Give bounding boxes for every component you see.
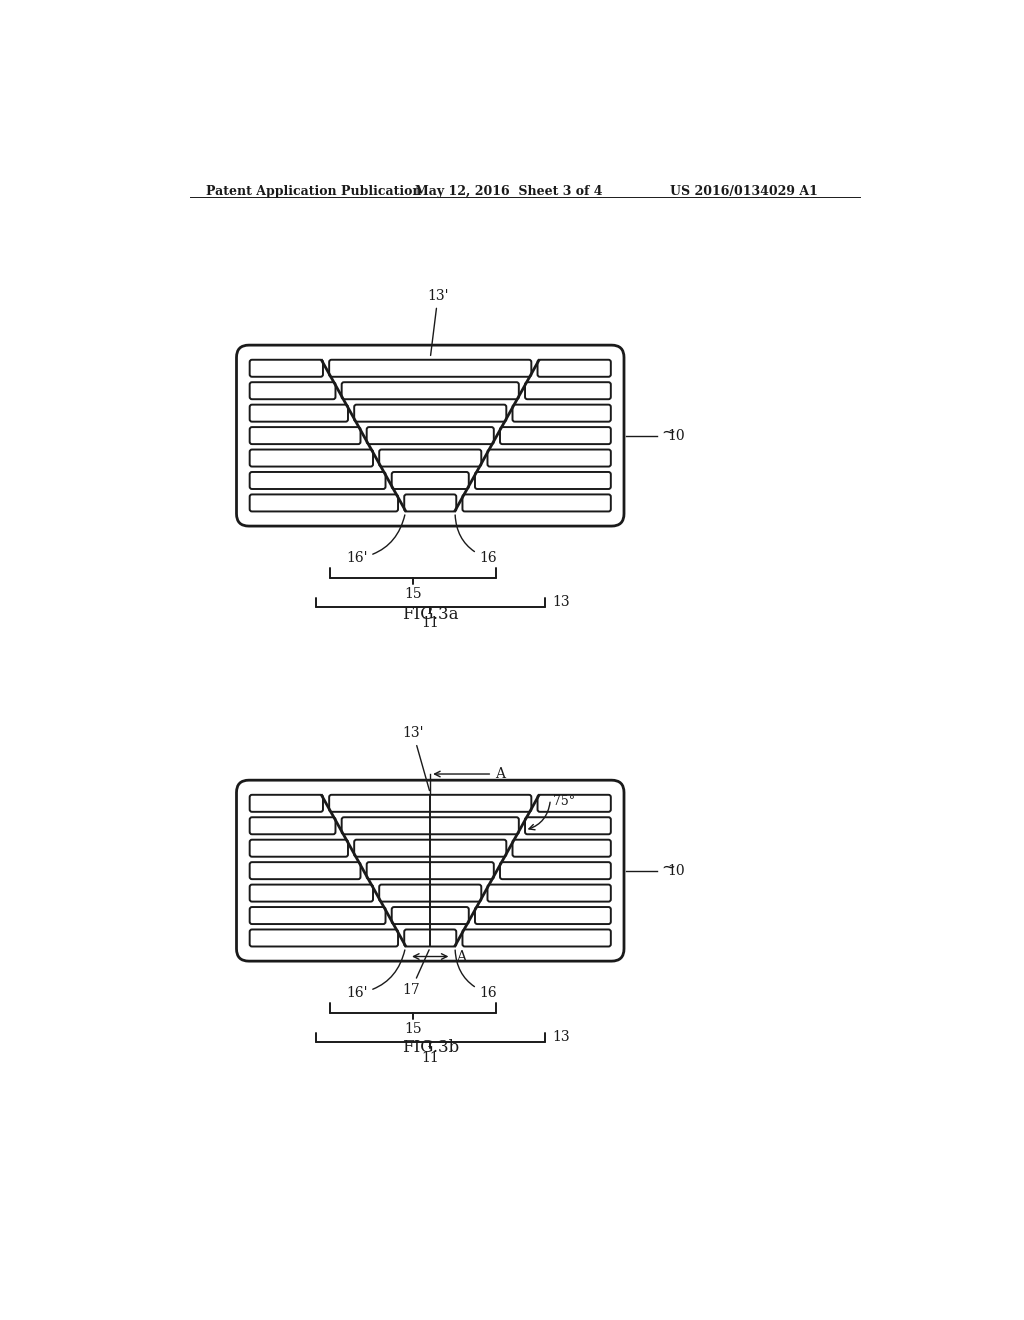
Text: 11: 11	[421, 616, 439, 630]
FancyBboxPatch shape	[250, 495, 398, 511]
Text: US 2016/0134029 A1: US 2016/0134029 A1	[671, 185, 818, 198]
Text: 16': 16'	[346, 950, 404, 1001]
FancyBboxPatch shape	[404, 929, 457, 946]
FancyBboxPatch shape	[379, 450, 481, 466]
FancyBboxPatch shape	[512, 840, 611, 857]
FancyBboxPatch shape	[250, 840, 348, 857]
FancyBboxPatch shape	[250, 929, 398, 946]
Text: 17: 17	[402, 950, 429, 998]
FancyBboxPatch shape	[342, 383, 519, 399]
FancyBboxPatch shape	[250, 795, 323, 812]
FancyBboxPatch shape	[487, 450, 611, 466]
Text: 16: 16	[455, 950, 498, 1001]
FancyBboxPatch shape	[404, 495, 457, 511]
FancyBboxPatch shape	[512, 405, 611, 421]
FancyBboxPatch shape	[367, 862, 494, 879]
FancyBboxPatch shape	[250, 473, 385, 488]
FancyBboxPatch shape	[250, 907, 385, 924]
FancyBboxPatch shape	[250, 405, 348, 421]
FancyBboxPatch shape	[250, 862, 360, 879]
FancyBboxPatch shape	[525, 817, 611, 834]
FancyBboxPatch shape	[392, 907, 469, 924]
Text: 10: 10	[668, 429, 685, 442]
FancyBboxPatch shape	[250, 817, 336, 834]
FancyBboxPatch shape	[329, 795, 531, 812]
FancyBboxPatch shape	[354, 405, 506, 421]
Text: 13': 13'	[402, 726, 429, 791]
FancyBboxPatch shape	[538, 360, 611, 376]
FancyBboxPatch shape	[250, 884, 373, 902]
Text: FIG.3a: FIG.3a	[402, 606, 459, 623]
FancyBboxPatch shape	[250, 383, 336, 399]
Text: May 12, 2016  Sheet 3 of 4: May 12, 2016 Sheet 3 of 4	[415, 185, 602, 198]
FancyBboxPatch shape	[237, 345, 624, 527]
Text: Patent Application Publication: Patent Application Publication	[206, 185, 421, 198]
Text: 75°: 75°	[553, 795, 574, 808]
Text: 16: 16	[455, 515, 498, 565]
Text: 13: 13	[553, 1031, 570, 1044]
FancyBboxPatch shape	[237, 780, 624, 961]
FancyBboxPatch shape	[342, 817, 519, 834]
FancyBboxPatch shape	[367, 428, 494, 444]
FancyBboxPatch shape	[463, 495, 611, 511]
Text: 10: 10	[668, 863, 685, 878]
FancyBboxPatch shape	[392, 473, 469, 488]
FancyBboxPatch shape	[500, 428, 611, 444]
Text: A: A	[456, 949, 466, 964]
FancyBboxPatch shape	[500, 862, 611, 879]
FancyBboxPatch shape	[379, 884, 481, 902]
FancyBboxPatch shape	[250, 428, 360, 444]
FancyBboxPatch shape	[475, 907, 611, 924]
FancyBboxPatch shape	[475, 473, 611, 488]
Text: FIG.3b: FIG.3b	[401, 1039, 459, 1056]
FancyBboxPatch shape	[329, 360, 531, 376]
Text: 13: 13	[553, 595, 570, 610]
Text: 13': 13'	[427, 289, 449, 355]
Text: 15: 15	[404, 587, 422, 601]
FancyBboxPatch shape	[250, 450, 373, 466]
FancyBboxPatch shape	[354, 840, 506, 857]
FancyBboxPatch shape	[487, 884, 611, 902]
FancyBboxPatch shape	[525, 383, 611, 399]
FancyBboxPatch shape	[250, 360, 323, 376]
FancyBboxPatch shape	[463, 929, 611, 946]
Text: A: A	[496, 767, 506, 781]
Text: 11: 11	[421, 1051, 439, 1065]
Text: 16': 16'	[346, 515, 404, 565]
FancyBboxPatch shape	[538, 795, 611, 812]
Text: ~: ~	[662, 858, 675, 876]
Text: 15: 15	[404, 1022, 422, 1036]
Text: ~: ~	[662, 424, 675, 441]
